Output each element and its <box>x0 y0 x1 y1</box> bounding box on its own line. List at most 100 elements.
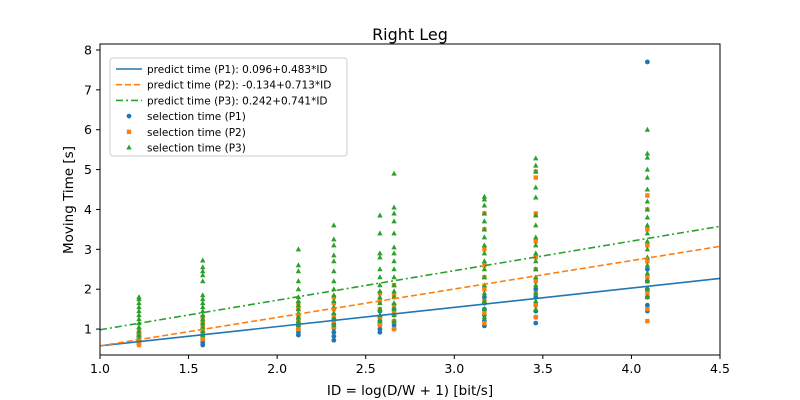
data-point <box>200 296 206 302</box>
data-point <box>481 193 488 199</box>
data-point <box>295 286 302 292</box>
data-point <box>295 298 302 304</box>
data-point <box>391 274 397 280</box>
x-tick-label: 3.5 <box>533 361 553 376</box>
data-point <box>331 286 337 292</box>
data-point <box>295 262 302 268</box>
data-point <box>644 222 651 228</box>
data-point <box>391 230 397 236</box>
data-point <box>644 59 650 65</box>
y-tick-label: 6 <box>84 122 92 137</box>
data-point <box>331 236 337 242</box>
data-point <box>533 194 539 200</box>
data-point <box>482 287 487 292</box>
data-point <box>481 298 488 304</box>
data-point <box>533 274 539 280</box>
data-point <box>136 332 142 338</box>
data-point <box>136 312 142 318</box>
y-axis-ticks: 1 2 3 4 5 6 7 8 <box>84 42 100 337</box>
regression-lines <box>99 225 721 347</box>
data-point <box>645 318 650 324</box>
data-point <box>391 250 397 256</box>
data-point <box>533 234 539 240</box>
data-point <box>533 266 539 272</box>
data-point <box>481 290 488 296</box>
data-point <box>331 322 337 328</box>
x-axis-label: ID = log(D/W + 1) [bit/s] <box>327 383 493 399</box>
data-point <box>481 234 488 240</box>
data-point <box>391 204 397 210</box>
data-point <box>331 333 337 339</box>
data-point <box>481 274 488 280</box>
data-point <box>644 186 651 192</box>
data-point <box>136 320 142 326</box>
data-point <box>377 230 383 236</box>
plot-frame <box>99 43 721 356</box>
data-point <box>377 288 383 294</box>
data-point <box>644 154 651 160</box>
data-point <box>377 300 383 306</box>
data-point <box>391 300 397 306</box>
data-point <box>331 310 337 316</box>
legend-entry-label: selection time (P1) <box>147 111 246 123</box>
data-point <box>644 286 651 292</box>
legend-entry-label: predict time (P2): -0.134+0.713*ID <box>147 80 331 92</box>
data-point <box>331 258 337 264</box>
y-tick-label: 3 <box>84 242 92 257</box>
data-point <box>331 298 337 304</box>
data-point <box>200 316 206 322</box>
data-point <box>136 316 142 322</box>
data-point <box>644 262 651 268</box>
data-point <box>533 258 539 264</box>
data-point <box>645 243 650 248</box>
legend-marker-swatch <box>126 129 132 134</box>
data-point <box>644 214 651 220</box>
data-point <box>391 288 397 294</box>
data-point <box>533 279 538 284</box>
data-point <box>533 175 538 180</box>
x-tick-label: 2.5 <box>356 361 376 376</box>
chart-title: Right Leg <box>372 25 448 44</box>
data-point <box>645 227 650 232</box>
data-point <box>533 222 539 228</box>
data-point <box>331 278 337 284</box>
data-point <box>391 170 397 176</box>
data-point <box>533 290 539 296</box>
data-point <box>295 306 302 312</box>
data-point <box>481 266 488 272</box>
data-point <box>295 318 302 324</box>
data-point <box>644 206 651 212</box>
data-point <box>200 336 205 342</box>
data-point <box>391 258 397 264</box>
series-3-points <box>136 126 651 342</box>
data-point <box>481 226 488 232</box>
data-point <box>533 306 539 312</box>
data-point <box>331 252 337 258</box>
x-tick-label: 1.5 <box>179 361 199 376</box>
data-point <box>391 318 397 324</box>
x-tick-label: 3.0 <box>444 361 464 376</box>
legend-entry-label: predict time (P3): 0.242+0.741*ID <box>147 95 328 107</box>
data-point <box>481 210 488 216</box>
data-point <box>481 314 488 320</box>
data-point <box>331 268 337 274</box>
legend-entry-label: selection time (P3) <box>147 143 246 155</box>
x-tick-label: 4.5 <box>710 361 730 376</box>
data-point <box>644 150 651 156</box>
data-point <box>533 298 539 304</box>
data-point <box>136 308 142 314</box>
data-point <box>391 218 397 224</box>
data-point <box>391 306 397 312</box>
data-point <box>295 314 302 320</box>
regression-line-1 <box>99 277 721 347</box>
data-point <box>200 272 206 278</box>
data-point <box>295 246 302 252</box>
data-point <box>295 302 302 308</box>
y-tick-label: 4 <box>84 202 92 217</box>
data-point <box>200 257 206 263</box>
data-point <box>533 239 538 244</box>
data-point <box>533 162 539 168</box>
data-point <box>533 314 538 320</box>
data-point <box>136 304 142 310</box>
